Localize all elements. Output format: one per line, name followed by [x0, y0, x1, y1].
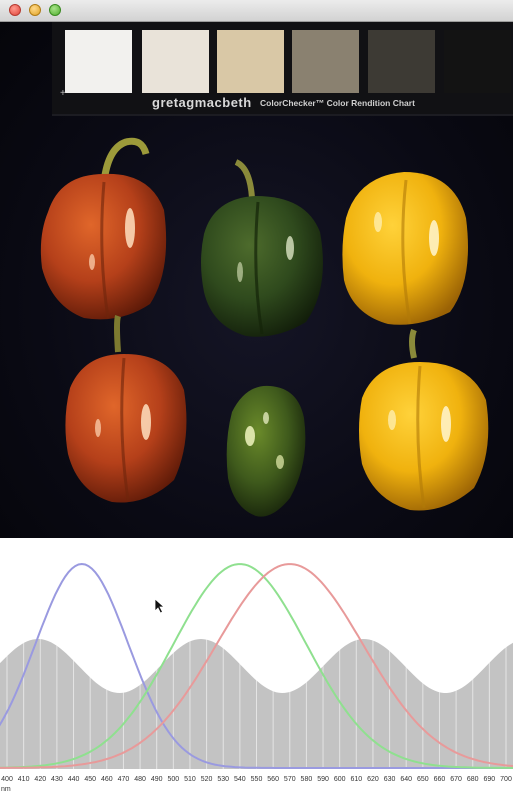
tick-label: 640: [400, 776, 412, 783]
tick-label: 530: [217, 776, 229, 783]
minimize-window-button[interactable]: [29, 4, 41, 16]
spectral-sensitivity-chart: 400 410 420 430 440 450 460 470 480 490 500 510 520 5…: [0, 538, 513, 795]
wavelength-gridlines: [6, 538, 507, 769]
tick-label: 650: [417, 776, 429, 783]
tick-label: 690: [484, 776, 496, 783]
tick-label: 400: [1, 776, 13, 783]
sensitivity-curves: [0, 562, 513, 769]
tick-label: 670: [450, 776, 462, 783]
checker-name-label: ColorChecker™ Color Rendition Chart: [260, 98, 415, 108]
camera-image: + gretagmacbeth ColorChecker™ Color Rend…: [0, 22, 513, 538]
tick-label: 560: [267, 776, 279, 783]
tick-label: 660: [434, 776, 446, 783]
checker-swatch-2: [142, 30, 209, 93]
close-window-button[interactable]: [9, 4, 21, 16]
tick-label: 510: [184, 776, 196, 783]
sensitivity-curve-1: [0, 562, 513, 769]
tick-label: 420: [34, 776, 46, 783]
mouse-pointer-icon: [154, 598, 166, 614]
tick-label: 520: [201, 776, 213, 783]
yellow-pepper-top: [342, 172, 468, 325]
checker-swatch-6: [444, 30, 511, 93]
checker-swatch-5: [368, 30, 435, 93]
window-titlebar: [0, 0, 513, 22]
tick-label: 590: [317, 776, 329, 783]
checker-brand-label: gretagmacbeth: [152, 95, 252, 110]
tick-label: 540: [234, 776, 246, 783]
tick-label: 490: [151, 776, 163, 783]
tick-label: 700: [500, 776, 512, 783]
checker-swatch-3: [217, 30, 284, 93]
tick-label: 500: [167, 776, 179, 783]
sensitivity-curve-2: [0, 563, 513, 769]
tick-label: 610: [350, 776, 362, 783]
tick-label: 440: [68, 776, 80, 783]
checker-swatch-1: [65, 30, 132, 93]
tick-label: 430: [51, 776, 63, 783]
tick-label: 460: [101, 776, 113, 783]
spectrum-plot: 400 410 420 430 440 450 460 470 480 490 500 510 520 5…: [0, 538, 513, 793]
tick-label: 570: [284, 776, 296, 783]
unit-label: nm: [1, 786, 11, 793]
tick-label: 450: [84, 776, 96, 783]
checker-swatch-4: [292, 30, 359, 93]
sensitivity-curve-3: [0, 563, 513, 769]
red-pepper-bottom: [65, 315, 187, 503]
tick-label: 470: [118, 776, 130, 783]
yellow-pepper-bottom: [359, 328, 489, 511]
tick-label: 480: [134, 776, 146, 783]
zoom-window-button[interactable]: [49, 4, 61, 16]
peppers-illustration: [40, 137, 489, 517]
color-checker-chart: + gretagmacbeth ColorChecker™ Color Rend…: [52, 22, 513, 116]
green-pepper-bottom: [226, 385, 306, 517]
tick-label: 410: [18, 776, 30, 783]
tick-label: 680: [467, 776, 479, 783]
wavelength-axis: 400 410 420 430 440 450 460 470 480 490 500 510 520 5…: [1, 776, 512, 793]
tick-label: 620: [367, 776, 379, 783]
red-pepper-top: [40, 137, 167, 320]
green-pepper-top: [201, 159, 323, 337]
tick-label: 600: [334, 776, 346, 783]
tick-label: 580: [301, 776, 313, 783]
tick-label: 630: [384, 776, 396, 783]
registration-mark: +: [60, 88, 66, 99]
tick-label: 550: [251, 776, 263, 783]
